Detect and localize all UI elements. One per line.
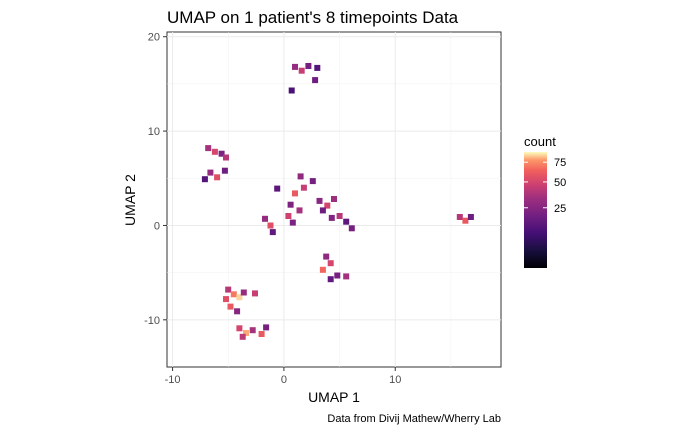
density-bin xyxy=(243,330,249,336)
x-tick-label: 0 xyxy=(281,374,287,386)
density-bin xyxy=(327,276,334,283)
density-bin xyxy=(263,324,270,331)
density-bin xyxy=(223,296,229,303)
density-bin xyxy=(258,331,265,337)
y-tick-label: -10 xyxy=(144,315,160,327)
density-bin xyxy=(201,176,208,183)
density-bin xyxy=(227,303,234,310)
y-tick-label: 20 xyxy=(148,32,160,44)
x-tick-label: 10 xyxy=(389,374,401,386)
y-axis-title: UMAP 2 xyxy=(122,174,138,226)
density-bin xyxy=(236,325,243,332)
legend-tick-label: 75 xyxy=(554,157,566,169)
density-bin xyxy=(309,178,316,185)
density-bin xyxy=(225,286,232,293)
density-bin xyxy=(343,218,350,225)
density-bin xyxy=(300,184,307,191)
density-bin xyxy=(323,253,330,260)
caption: Data from Divij Mathew/Wherry Lab xyxy=(327,413,501,425)
density-bin xyxy=(324,202,331,209)
density-bin xyxy=(467,214,474,220)
density-bin xyxy=(211,148,218,155)
density-bin xyxy=(298,67,305,74)
density-bin xyxy=(269,229,276,236)
legend-tick-label: 50 xyxy=(554,177,566,189)
legend-ticks: 25 50 75 xyxy=(524,157,566,215)
density-bin xyxy=(316,197,323,204)
density-bin xyxy=(314,64,321,71)
density-bin xyxy=(328,214,335,221)
density-bin xyxy=(292,63,298,70)
density-bins xyxy=(201,63,474,340)
density-bin xyxy=(289,219,296,226)
color-legend: count 25 50 75 xyxy=(524,134,566,268)
density-bin xyxy=(207,169,214,176)
density-bin xyxy=(319,266,326,273)
density-bin xyxy=(287,201,294,208)
density-bin xyxy=(240,289,247,296)
density-bin xyxy=(456,214,463,220)
density-bin xyxy=(274,185,281,192)
legend-title: count xyxy=(524,134,556,149)
y-tick-label: 10 xyxy=(148,126,160,138)
density-bin xyxy=(327,260,334,267)
x-axis-ticks: -10 0 10 xyxy=(165,367,401,386)
density-bin xyxy=(252,290,258,297)
chart-title: UMAP on 1 patient's 8 timepoints Data xyxy=(167,8,459,27)
legend-tick-label: 25 xyxy=(554,203,566,215)
grid-lines xyxy=(167,32,501,367)
density-bin xyxy=(312,77,319,84)
density-bin xyxy=(334,272,341,279)
density-bin xyxy=(234,308,241,315)
density-bin xyxy=(348,225,355,232)
density-bin xyxy=(218,150,225,157)
density-bin xyxy=(288,87,295,94)
x-tick-label: -10 xyxy=(165,374,181,386)
density-bin xyxy=(230,291,237,298)
density-bin xyxy=(292,190,298,197)
density-bin xyxy=(305,63,312,69)
density-bin xyxy=(331,196,337,202)
density-bin xyxy=(236,294,243,301)
density-bin xyxy=(262,215,268,222)
y-tick-label: 0 xyxy=(154,220,160,232)
density-bin xyxy=(297,173,304,180)
x-axis-title: UMAP 1 xyxy=(308,389,360,405)
density-bin xyxy=(214,174,221,181)
density-bin xyxy=(221,167,228,174)
density-bin xyxy=(319,207,326,214)
density-bin xyxy=(205,145,212,152)
density-bin xyxy=(296,207,303,214)
density-bin xyxy=(336,213,343,219)
legend-colorbar xyxy=(524,152,547,268)
density-bin xyxy=(343,273,350,280)
density-bin xyxy=(267,222,274,229)
density-bin xyxy=(223,154,229,161)
density-bin xyxy=(285,213,292,219)
density-bin xyxy=(249,327,256,334)
density-bin xyxy=(239,333,246,340)
density-bin xyxy=(462,217,469,224)
y-axis-ticks: -10 0 10 20 xyxy=(144,32,167,327)
